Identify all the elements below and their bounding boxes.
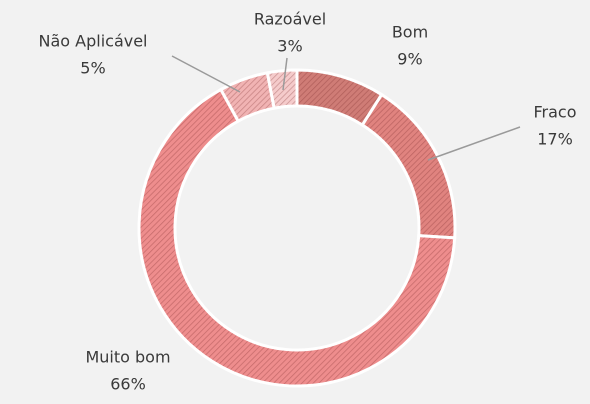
donut-slice bbox=[137, 87, 457, 388]
leader-line bbox=[171, 55, 241, 93]
leader-line bbox=[427, 126, 521, 161]
leader-line bbox=[282, 57, 288, 91]
slice-value-label: 5% bbox=[80, 59, 105, 78]
donut-slice bbox=[360, 92, 457, 240]
slice-label: Bom bbox=[392, 23, 428, 42]
slice-value-label: 3% bbox=[277, 37, 302, 56]
slice-label: Muito bom bbox=[85, 348, 170, 367]
slice-label: Não Aplicável bbox=[39, 32, 148, 51]
slice-value-label: 66% bbox=[110, 375, 146, 394]
slice-label: Fraco bbox=[533, 103, 576, 122]
slice-label: Razoável bbox=[254, 10, 326, 29]
slice-value-label: 17% bbox=[537, 130, 573, 149]
slice-value-label: 9% bbox=[397, 50, 422, 69]
donut-slice bbox=[265, 68, 299, 110]
